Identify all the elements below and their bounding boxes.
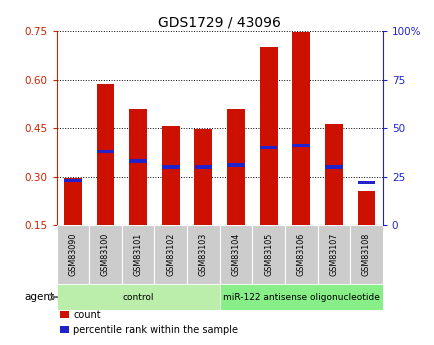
Bar [129, 159, 147, 163]
Text: GSM83103: GSM83103 [198, 233, 207, 276]
Bar [194, 165, 212, 168]
Text: GSM83104: GSM83104 [231, 233, 240, 276]
Bar [317, 225, 349, 284]
Bar [161, 127, 179, 225]
Bar [227, 163, 244, 167]
Bar [324, 165, 342, 168]
Text: GSM83090: GSM83090 [68, 233, 77, 276]
Legend: count, percentile rank within the sample: count, percentile rank within the sample [56, 306, 241, 339]
Bar [56, 225, 89, 284]
Bar [56, 284, 219, 310]
Bar [227, 109, 244, 225]
Text: GSM83107: GSM83107 [329, 233, 338, 276]
Bar [64, 179, 82, 182]
Bar [259, 47, 277, 225]
Bar [161, 165, 179, 168]
Bar [96, 150, 114, 153]
Bar [219, 284, 382, 310]
Bar [284, 225, 317, 284]
Bar [357, 181, 375, 184]
Bar [129, 109, 147, 225]
Bar [349, 225, 382, 284]
Text: control: control [122, 293, 154, 302]
Bar [89, 225, 122, 284]
Text: agent: agent [25, 292, 55, 302]
Text: GSM83108: GSM83108 [361, 233, 370, 276]
Bar [187, 225, 219, 284]
Text: GSM83101: GSM83101 [133, 233, 142, 276]
Text: GSM83102: GSM83102 [166, 233, 175, 276]
Bar [292, 32, 309, 225]
Title: GDS1729 / 43096: GDS1729 / 43096 [158, 16, 280, 30]
Bar [357, 191, 375, 225]
Bar [154, 225, 187, 284]
Bar [96, 85, 114, 225]
Bar [219, 225, 252, 284]
Bar [292, 144, 309, 147]
Bar [324, 124, 342, 225]
Text: GSM83100: GSM83100 [101, 233, 110, 276]
Bar [252, 225, 284, 284]
Text: miR-122 antisense oligonucleotide: miR-122 antisense oligonucleotide [222, 293, 379, 302]
Text: GSM83106: GSM83106 [296, 233, 305, 276]
Bar [259, 146, 277, 149]
Text: GSM83105: GSM83105 [263, 233, 273, 276]
Bar [194, 129, 212, 225]
Bar [64, 178, 82, 225]
Bar [122, 225, 154, 284]
